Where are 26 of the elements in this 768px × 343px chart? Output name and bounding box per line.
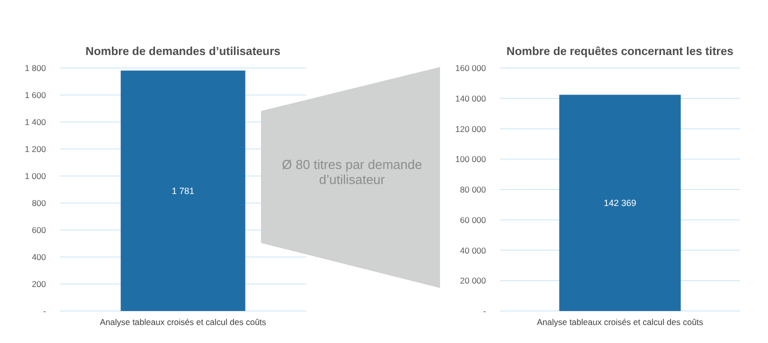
data-label: 142 369 <box>604 198 636 208</box>
y-tick-label: - <box>483 306 486 316</box>
chart-title: Nombre de requêtes concernant les titres <box>506 46 734 58</box>
y-tick-label: 400 <box>32 252 46 262</box>
y-tick-label: 1 400 <box>24 117 46 127</box>
y-tick-label: 200 <box>32 279 46 289</box>
y-tick-label: 800 <box>32 198 46 208</box>
annotation: Ø 80 titres par demande d’utilisateur <box>282 157 422 187</box>
y-tick-label: 80 000 <box>460 184 486 194</box>
x-tick-label: Analyse tableaux croisés et calcul des coûts <box>536 317 704 327</box>
y-tick-label: 600 <box>32 225 46 235</box>
y-tick-label: 60 000 <box>460 214 486 225</box>
y-tick-label: 1 200 <box>24 144 46 154</box>
y-tick-label: 40 000 <box>460 245 486 256</box>
y-tick-label: 1 800 <box>24 63 46 73</box>
y-tick-label: 160 000 <box>455 63 486 73</box>
y-tick-label: 20 000 <box>460 276 486 286</box>
y-tick-label: 1 600 <box>24 90 46 100</box>
y-tick-label: - <box>43 306 46 316</box>
y-tick-label: 140 000 <box>455 93 486 104</box>
y-tick-label: 1 000 <box>24 171 46 181</box>
data-label: 1 781 <box>172 186 194 196</box>
chart-title: Nombre de demandes d’utilisateurs <box>86 46 280 58</box>
y-tick-label: 100 000 <box>455 154 486 164</box>
x-tick-label: Analyse tableaux croisés et calcul des coûts <box>100 317 266 327</box>
y-tick-label: 120 000 <box>455 124 486 134</box>
